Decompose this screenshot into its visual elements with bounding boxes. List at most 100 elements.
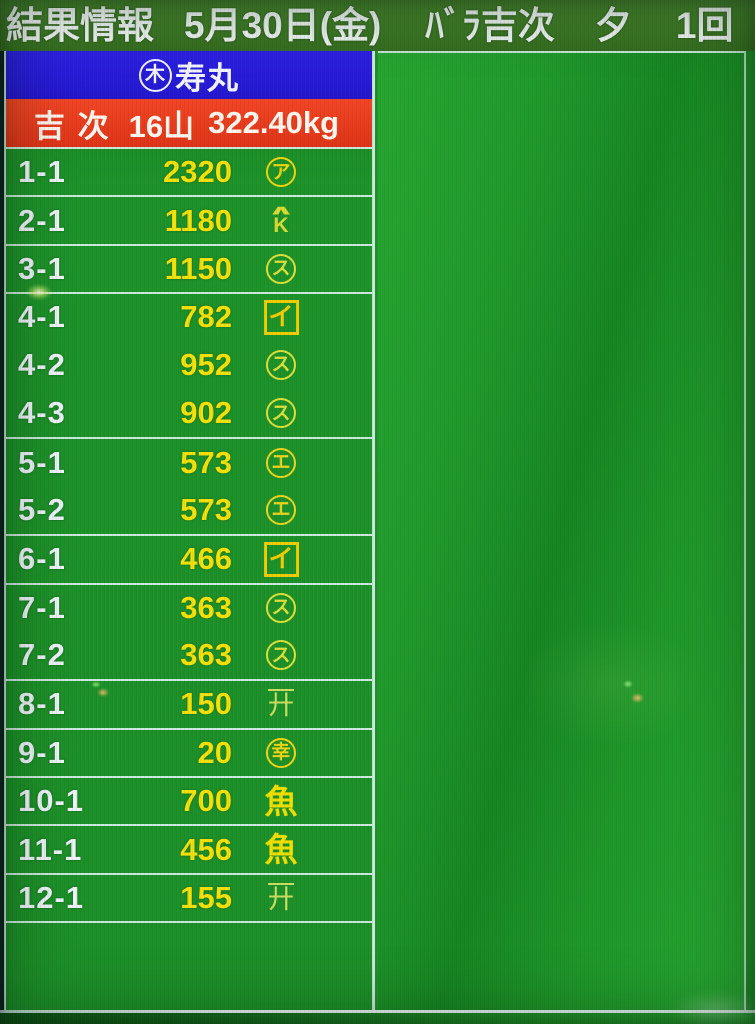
lot-number: 4-2 [18, 346, 66, 382]
price-value: 1180 [164, 202, 232, 238]
buyer-mark-circle-icon: エ [258, 494, 304, 525]
buyer-mark-box-icon: イ [258, 541, 304, 577]
total-weight: 322.40kg [208, 105, 340, 140]
fish-name: 吉 次 [34, 108, 111, 144]
buyer-mark-plain-icon: 魚 [258, 833, 304, 866]
result-row: 10-1 700 魚 [6, 776, 372, 824]
buyer-mark-circle-icon: ス [258, 640, 304, 671]
lot-number: 2-1 [18, 202, 66, 238]
circle-mark-char: ス [266, 253, 296, 284]
plain-mark-char: 魚 [264, 782, 298, 820]
price-value: 952 [180, 346, 232, 382]
result-row: 7-2 363 ス [6, 631, 372, 679]
result-row: 7-1 363 ス [6, 582, 372, 631]
results-panel: 木 寿丸 吉 次 16山 322.40kg 1-1 2320 ア 2-1 118… [4, 51, 375, 1010]
price-value: 363 [180, 637, 232, 673]
result-row: 3-1 1150 ス [6, 243, 372, 292]
lot-number: 7-1 [18, 589, 66, 625]
circle-mark-char: エ [266, 494, 296, 525]
buyer-mark-circle-icon: ア [258, 157, 304, 188]
result-row: 2-1 1180 ∧ K [6, 195, 372, 243]
buyer-mark-circle-icon: エ [258, 447, 304, 478]
circled-wood-icon: 木 [139, 58, 172, 92]
session-label: 夕 [594, 5, 632, 46]
buyer-mark-overline-icon: 廾 [258, 882, 304, 914]
circle-mark-char: ス [266, 640, 296, 671]
empty-panel [378, 51, 746, 1010]
lot-number: 11-1 [18, 831, 83, 867]
roof-mark-icon: ∧ K [267, 204, 295, 238]
lot-number: 1-1 [18, 154, 66, 190]
result-row: 12-1 155 廾 [6, 872, 372, 921]
title-bar: 結果情報 5月30日(金) ﾊﾞﾗ吉次 夕 1回 [0, 0, 755, 51]
bottom-border [0, 1010, 755, 1013]
circle-mark-char: ス [266, 349, 296, 380]
result-row: 4-3 902 ス [6, 389, 372, 437]
circle-mark-char: ス [266, 398, 296, 429]
results-rows: 1-1 2320 ア 2-1 1180 ∧ K 3-1 1150 ス 4-1 78… [6, 147, 372, 1010]
buyer-mark-circle-icon: ス [258, 253, 304, 284]
round-label: 1回 [675, 5, 734, 46]
box-mark-char: イ [263, 299, 299, 335]
lot-number: 4-3 [18, 395, 66, 431]
circle-mark-char: エ [266, 447, 296, 478]
lot-number: 3-1 [18, 250, 66, 286]
price-value: 363 [180, 589, 232, 625]
result-row: 5-2 573 エ [6, 486, 372, 534]
price-value: 150 [180, 686, 232, 722]
box-mark-char: イ [263, 541, 299, 577]
price-value: 573 [180, 444, 232, 480]
buyer-mark-circle-icon: ス [258, 398, 304, 429]
seller-mark-char: 木 [145, 64, 166, 86]
result-row: 8-1 150 廾 [6, 679, 372, 727]
lot-number: 8-1 [18, 686, 66, 722]
circle-mark-char: 幸 [266, 737, 296, 768]
overline-mark-char: 廾 [267, 882, 294, 914]
result-row: 11-1 456 魚 [6, 824, 372, 872]
price-value: 700 [180, 783, 232, 819]
lot-number: 7-2 [18, 637, 66, 673]
price-value: 902 [180, 395, 232, 431]
price-value: 466 [180, 541, 232, 577]
price-value: 573 [180, 491, 232, 527]
screen-title: 結果情報 [6, 5, 154, 46]
lot-number: 12-1 [18, 880, 85, 916]
price-value: 1150 [164, 250, 232, 286]
buyer-mark-circle-icon: 幸 [258, 737, 304, 768]
lot-number: 5-2 [18, 491, 66, 527]
price-value: 20 [197, 734, 232, 770]
seller-header: 木 寿丸 [6, 51, 372, 99]
roof-stroke-icon: ∧ [266, 202, 295, 219]
price-value: 456 [180, 831, 232, 867]
seller-name: 寿丸 [175, 60, 239, 96]
price-value: 782 [180, 299, 232, 335]
buyer-mark-circle-icon: ス [258, 592, 304, 623]
lot-number: 10-1 [18, 783, 85, 819]
buyer-mark-roof-icon: ∧ K [258, 204, 304, 238]
circle-mark-char: ア [266, 157, 296, 188]
plain-mark-char: 魚 [264, 831, 298, 869]
result-row: 1-1 2320 ア [6, 147, 372, 195]
lot-number: 6-1 [18, 541, 66, 577]
screen-bottom-edge [0, 1013, 755, 1024]
circle-mark-char: ス [266, 592, 296, 623]
buyer-mark-overline-icon: 廾 [258, 689, 304, 719]
lot-number: 5-1 [18, 444, 66, 480]
buyer-mark-circle-icon: ス [258, 349, 304, 380]
result-row: 6-1 466 イ [6, 534, 372, 582]
overline-mark-char: 廾 [267, 689, 294, 721]
buyer-mark-box-icon: イ [258, 299, 304, 335]
lot-number: 4-1 [18, 299, 66, 335]
lot-count: 16山 [128, 108, 195, 144]
result-row: 4-1 782 イ [6, 292, 372, 340]
result-row: 5-1 573 エ [6, 437, 372, 485]
price-value: 2320 [163, 154, 232, 190]
result-row: 9-1 20 幸 [6, 727, 372, 776]
left-bezel-edge [0, 51, 4, 1013]
price-value: 155 [180, 880, 232, 916]
buyer-mark-plain-icon: 魚 [258, 785, 304, 818]
roof-char: K [273, 214, 289, 238]
lot-number: 9-1 [18, 734, 66, 770]
item-name: ﾊﾞﾗ吉次 [425, 5, 555, 46]
